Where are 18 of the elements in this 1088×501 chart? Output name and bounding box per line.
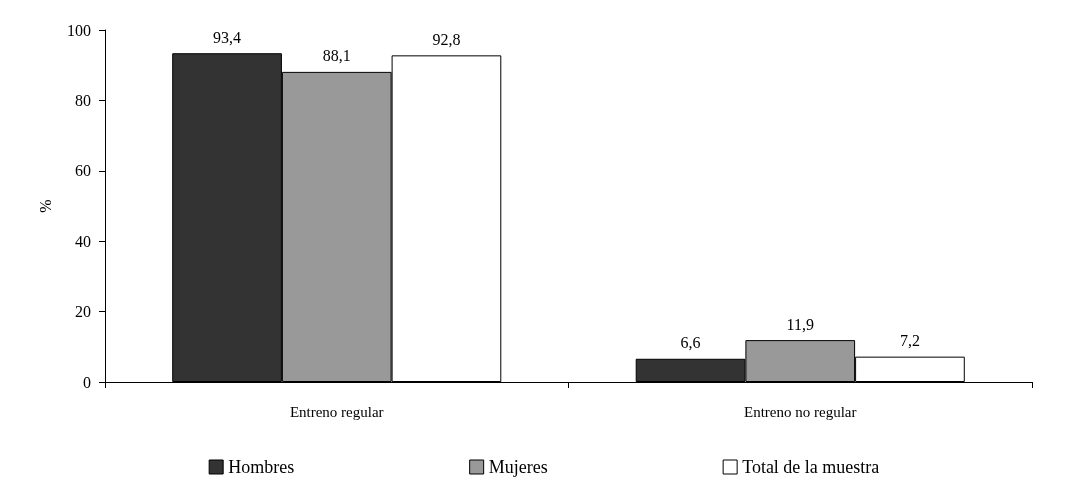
y-axis-title: %: [36, 199, 54, 213]
x-tick-label: Entreno no regular: [744, 403, 857, 420]
data-label: 88,1: [322, 47, 351, 65]
y-tick-label: 100: [67, 21, 91, 39]
x-tick-label: Entreno regular: [289, 403, 384, 420]
y-tick-label: 20: [75, 303, 91, 321]
legend-label: Mujeres: [488, 457, 548, 477]
data-label: 6,6: [680, 334, 701, 352]
data-label: 92,8: [432, 30, 461, 48]
data-label: 93,4: [213, 28, 242, 46]
legend-label: Total de la muestra: [742, 457, 880, 477]
y-tick-label: 0: [83, 373, 91, 391]
y-tick-label: 40: [75, 232, 91, 250]
legend-label: Hombres: [228, 457, 295, 477]
data-label: 7,2: [899, 332, 920, 350]
y-tick-label: 80: [75, 91, 91, 109]
data-label: 11,9: [786, 315, 814, 333]
y-tick-label: 60: [75, 162, 91, 180]
